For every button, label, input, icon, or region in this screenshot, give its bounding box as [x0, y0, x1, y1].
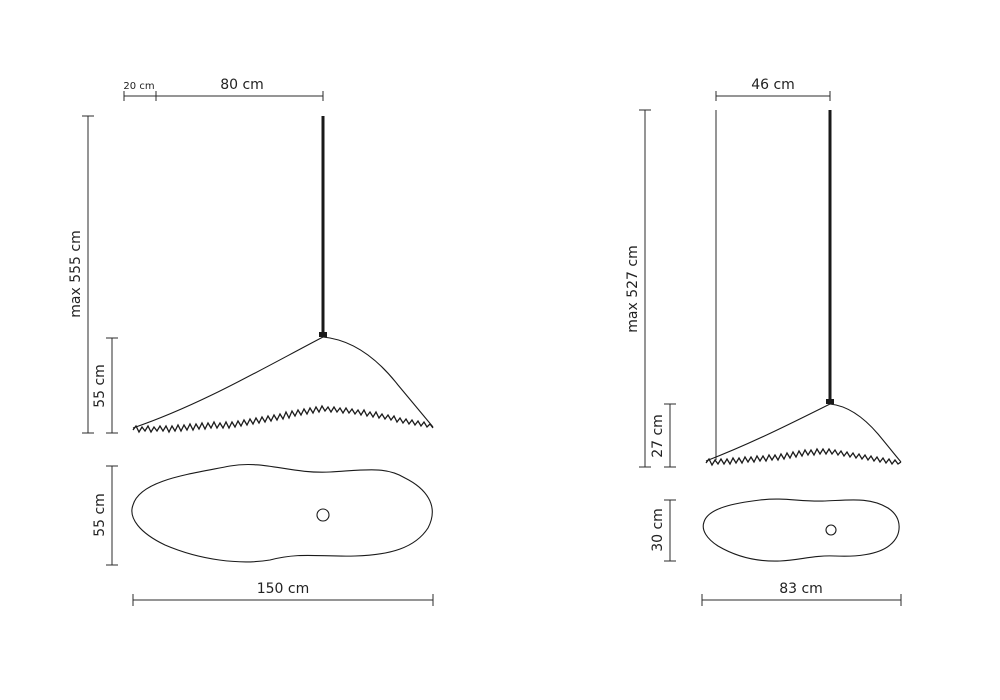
large-shade-height-dimension: 55 cm — [92, 337, 118, 434]
large-lamp: 20 cm 80 cm max 555 cm 55 cm — [68, 77, 434, 606]
large-top-dimension: 20 cm 80 cm — [123, 77, 324, 101]
small-depth-label: 30 cm — [650, 508, 666, 552]
small-max-height-dimension: max 527 cm — [625, 109, 651, 468]
large-shade-height-label: 55 cm — [92, 364, 108, 408]
large-depth-label: 55 cm — [92, 493, 108, 537]
large-cable-hole — [316, 508, 330, 522]
small-depth-dimension: 30 cm — [650, 499, 676, 562]
large-offset-label: 20 cm — [123, 81, 154, 92]
small-cable-distance-label: 46 cm — [751, 77, 795, 93]
small-cable-hole — [825, 524, 837, 536]
large-shade-side-view — [132, 336, 434, 429]
small-width-dimension: 83 cm — [701, 581, 902, 606]
large-canopy-connector — [319, 332, 327, 337]
large-max-height-label: max 555 cm — [68, 230, 84, 317]
small-shade-side-view — [705, 403, 902, 463]
large-shade-fringe — [132, 404, 434, 434]
large-width-label: 150 cm — [257, 581, 310, 597]
small-shade-fringe — [705, 447, 902, 467]
large-shade-top-view — [131, 463, 433, 563]
small-shade-height-label: 27 cm — [650, 414, 666, 458]
small-lamp: 46 cm max 527 cm 27 cm — [625, 77, 902, 606]
small-width-label: 83 cm — [779, 581, 823, 597]
small-max-height-label: max 527 cm — [625, 245, 641, 332]
small-top-dimension: 46 cm — [715, 77, 831, 101]
large-cable-distance-label: 80 cm — [220, 77, 264, 93]
small-shade-height-dimension: 27 cm — [650, 403, 676, 468]
small-canopy-connector — [826, 399, 834, 404]
large-depth-dimension: 55 cm — [92, 465, 118, 566]
small-shade-top-view — [702, 498, 900, 562]
large-width-dimension: 150 cm — [132, 581, 434, 606]
large-max-height-dimension: max 555 cm — [68, 115, 94, 434]
